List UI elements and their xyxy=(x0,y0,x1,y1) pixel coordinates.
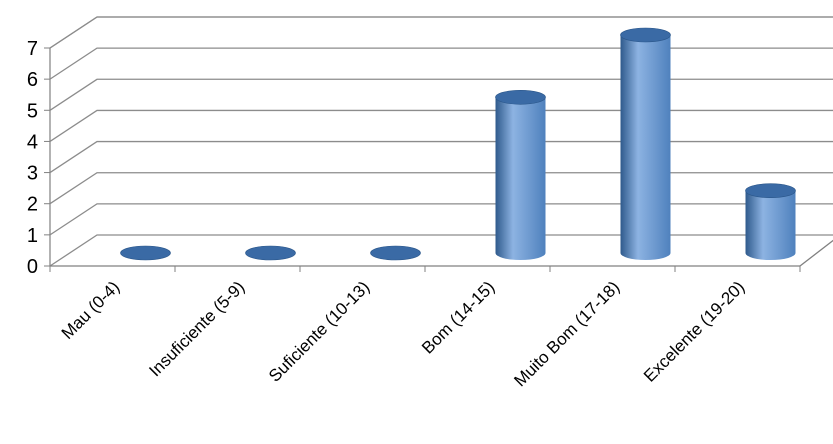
gridline-edge xyxy=(50,17,97,48)
bar-top xyxy=(496,90,546,104)
bar xyxy=(621,28,671,260)
y-axis-ticks: 0 1 2 3 4 5 6 7 xyxy=(27,38,50,278)
gridlines xyxy=(50,17,833,266)
bar-body xyxy=(746,191,796,260)
y-tick-label: 5 xyxy=(27,100,38,122)
y-tick-label: 1 xyxy=(27,225,38,247)
y-tick-label: 6 xyxy=(27,69,38,91)
bar xyxy=(746,184,796,260)
x-category-label: Mau (0-4) xyxy=(58,277,124,343)
y-tick-label: 7 xyxy=(27,38,38,60)
x-category-label: Suficiente (10-13) xyxy=(265,277,373,385)
x-category-label: Bom (14-15) xyxy=(418,277,498,357)
bar-body xyxy=(621,35,671,260)
bar-top xyxy=(371,246,421,260)
x-category-label: Excelente (19-20) xyxy=(640,277,748,385)
gridline xyxy=(50,48,833,79)
bar-body xyxy=(496,97,546,260)
bar xyxy=(371,246,421,260)
x-category-label: Muito Bom (17-18) xyxy=(510,277,623,390)
gridline xyxy=(50,79,833,110)
y-tick-label: 4 xyxy=(27,131,38,153)
bar xyxy=(246,246,296,260)
bars xyxy=(121,28,796,260)
y-tick-label: 3 xyxy=(27,163,38,185)
bar-top xyxy=(746,184,796,198)
x-axis-floor-edge xyxy=(800,239,833,266)
bar xyxy=(496,90,546,260)
bar-top xyxy=(121,246,171,260)
y-tick-label: 2 xyxy=(27,194,38,216)
bar-top xyxy=(621,28,671,42)
x-axis-labels: Mau (0-4) Insuficiente (5-9) Suficiente (1… xyxy=(58,277,749,390)
gridline xyxy=(50,110,833,141)
gridline xyxy=(50,17,833,48)
gridline xyxy=(50,204,833,235)
x-category-label: Insuficiente (5-9) xyxy=(145,277,248,380)
bar xyxy=(121,246,171,260)
y-tick-label: 0 xyxy=(27,256,38,278)
gridline xyxy=(50,142,833,173)
gridline xyxy=(50,173,833,204)
bar-top xyxy=(246,246,296,260)
